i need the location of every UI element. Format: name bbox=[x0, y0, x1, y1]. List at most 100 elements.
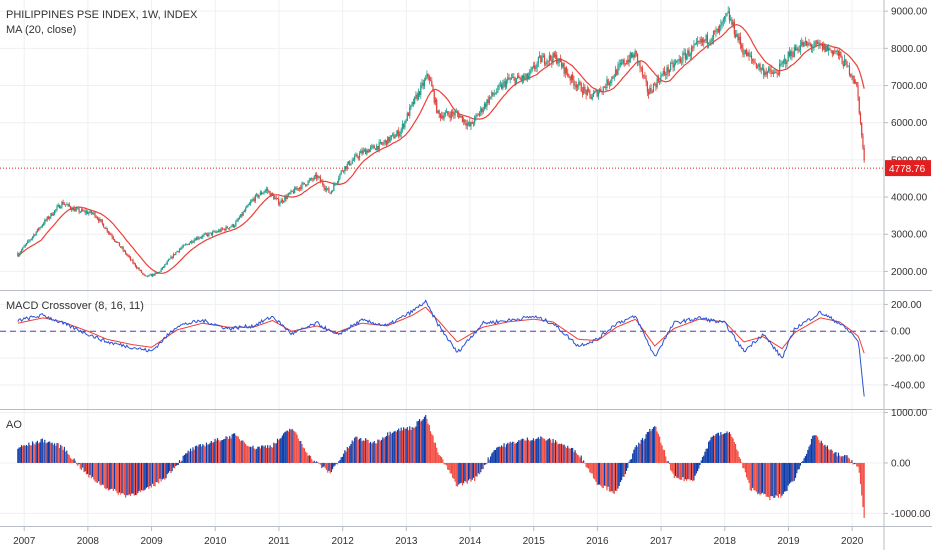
ao-bar bbox=[137, 462, 139, 494]
candle-body bbox=[336, 181, 339, 184]
candle-body bbox=[126, 253, 128, 256]
candle-body bbox=[405, 120, 407, 122]
candle-body bbox=[623, 59, 625, 65]
candle-body bbox=[636, 53, 639, 63]
ao-bar bbox=[444, 462, 446, 465]
ao-bar bbox=[316, 461, 318, 463]
ao-pane[interactable]: AO bbox=[6, 415, 865, 518]
ao-bar bbox=[474, 462, 476, 481]
candle-body bbox=[417, 91, 419, 100]
candle-body bbox=[38, 228, 40, 230]
ao-bar bbox=[548, 438, 550, 463]
ao-bar bbox=[198, 444, 200, 463]
ao-bar bbox=[848, 458, 851, 463]
candle-body bbox=[234, 225, 236, 227]
candle-body bbox=[192, 241, 194, 243]
ao-bar bbox=[831, 450, 833, 463]
ao-bar bbox=[426, 418, 428, 463]
ao-bar bbox=[564, 446, 566, 463]
ao-bar bbox=[218, 439, 220, 463]
time-tick-label: 2018 bbox=[714, 536, 737, 547]
ao-bar bbox=[826, 445, 828, 463]
ao-bar bbox=[559, 444, 561, 463]
candle-body bbox=[311, 178, 313, 180]
ao-bar bbox=[670, 462, 672, 471]
ao-bar bbox=[61, 446, 63, 463]
ao-bar bbox=[837, 452, 840, 463]
candle-body bbox=[420, 85, 422, 95]
candle-body bbox=[262, 193, 264, 195]
candle-body bbox=[608, 82, 611, 85]
candle-body bbox=[410, 105, 412, 108]
ao-bar bbox=[220, 440, 222, 463]
ao-bar bbox=[525, 440, 527, 463]
candle-body bbox=[276, 198, 279, 200]
ao-bar bbox=[764, 462, 766, 494]
ao-bar bbox=[449, 462, 451, 474]
ao-bar bbox=[211, 442, 214, 463]
candle-body bbox=[501, 84, 503, 89]
ao-bar bbox=[368, 443, 370, 463]
candle-body bbox=[390, 135, 392, 138]
ao-bar bbox=[423, 416, 426, 463]
candle-body bbox=[575, 84, 577, 88]
ao-bar bbox=[731, 436, 733, 463]
candle-body bbox=[429, 80, 432, 81]
ao-bar bbox=[415, 426, 417, 463]
candle-body bbox=[357, 157, 359, 159]
ao-bar bbox=[681, 462, 683, 480]
candle-body bbox=[547, 60, 549, 62]
ao-bar bbox=[202, 444, 204, 463]
candle-body bbox=[458, 113, 460, 118]
candle-body bbox=[238, 217, 241, 220]
ao-bar bbox=[394, 430, 396, 463]
candle-body bbox=[373, 145, 375, 149]
price-pane[interactable]: PHILIPPINES PSE INDEX, 1W, INDEX MA (20,… bbox=[0, 6, 884, 278]
ao-bar bbox=[301, 444, 303, 463]
candle-body bbox=[328, 188, 330, 193]
ao-bar bbox=[98, 462, 100, 482]
candle-body bbox=[251, 200, 253, 202]
candle-body bbox=[685, 55, 688, 60]
ao-bar bbox=[322, 462, 324, 468]
candle-body bbox=[634, 51, 636, 58]
candle-body bbox=[188, 243, 190, 245]
candle-body bbox=[494, 93, 497, 95]
macd-pane[interactable]: MACD Crossover (8, 16, 11) bbox=[0, 299, 884, 397]
ao-bar bbox=[223, 439, 225, 463]
axis-tick-label: 9000.00 bbox=[891, 7, 928, 18]
candle-body bbox=[509, 78, 511, 80]
ao-bar bbox=[818, 439, 820, 463]
ao-bar bbox=[183, 454, 185, 463]
candle-body bbox=[257, 194, 259, 198]
candle-body bbox=[63, 204, 65, 206]
candle-body bbox=[696, 41, 699, 42]
candle-body bbox=[17, 253, 19, 257]
ao-bar bbox=[65, 451, 67, 463]
ao-bar bbox=[824, 444, 826, 463]
ao-bar bbox=[320, 462, 323, 469]
candle-body bbox=[403, 124, 405, 128]
candle-body bbox=[674, 62, 677, 64]
ao-bar bbox=[546, 440, 548, 463]
ao-bar bbox=[412, 427, 415, 463]
candle-body bbox=[301, 183, 303, 189]
ao-bar bbox=[551, 442, 553, 463]
ao-bar bbox=[125, 462, 127, 498]
candle-body bbox=[395, 134, 397, 137]
candle-body bbox=[60, 206, 62, 209]
ao-bar bbox=[580, 455, 582, 463]
ao-bar bbox=[197, 446, 199, 463]
ao-bar bbox=[804, 456, 806, 463]
candle-body bbox=[780, 63, 782, 65]
ao-bar bbox=[420, 421, 422, 463]
ao-bar bbox=[219, 441, 221, 463]
candle-body bbox=[316, 174, 318, 179]
ao-bar bbox=[592, 462, 595, 479]
ao-bar bbox=[163, 462, 165, 479]
ao-bar bbox=[792, 462, 794, 482]
ao-bar bbox=[621, 462, 623, 481]
candle-body bbox=[694, 43, 696, 46]
candle-body bbox=[111, 235, 113, 238]
candle-body bbox=[728, 11, 731, 21]
